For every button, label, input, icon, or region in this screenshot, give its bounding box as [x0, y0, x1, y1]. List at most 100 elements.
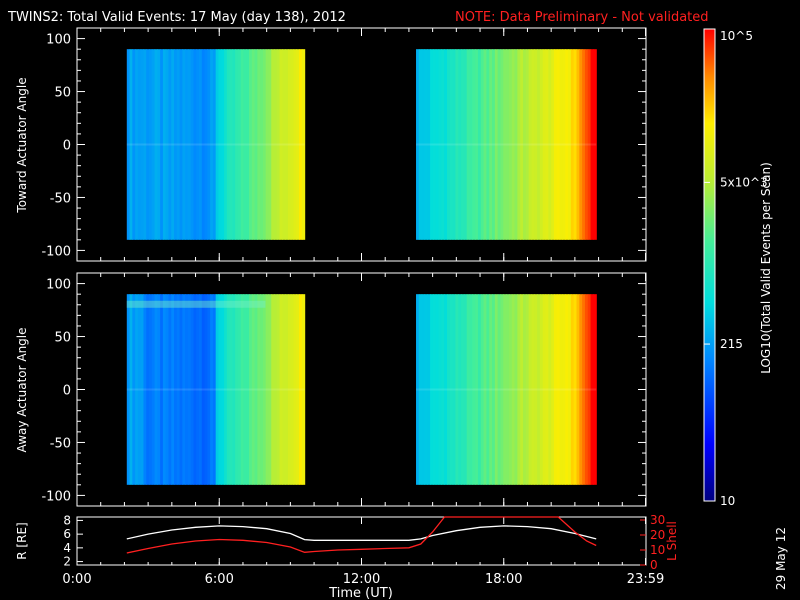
heatmap-stripe [279, 49, 283, 240]
heatmap-stripe [165, 49, 170, 240]
heatmap-stripe [254, 49, 258, 240]
heatmap-stripe [427, 294, 431, 485]
orbit-right-tick-label: 0 [650, 558, 658, 572]
heatmap-stripe [441, 49, 445, 240]
heatmap-stripe [199, 49, 203, 240]
heatmap-stripe [290, 294, 295, 485]
heatmap-stripe [293, 49, 297, 240]
y-tick-label: 0 [63, 139, 71, 154]
heatmap-stripe [418, 294, 423, 485]
heatmap-stripe [579, 294, 583, 485]
heatmap-stripe [548, 49, 552, 240]
heatmap-stripe [500, 294, 504, 485]
heatmap-stripe [556, 294, 561, 485]
heatmap-stripe [285, 49, 289, 240]
heatmap-stripe [190, 49, 195, 240]
heatmap-stripe [279, 294, 283, 485]
heatmap-stripe [215, 49, 220, 240]
heatmap-stripe [542, 49, 547, 240]
orbit-panel-frame [76, 516, 647, 566]
heatmap-stripe [174, 49, 178, 240]
heatmap-stripe [508, 49, 513, 240]
orbit-r-line [126, 525, 597, 541]
heatmap-stripe [126, 294, 131, 485]
heatmap-stripe [260, 294, 264, 485]
heatmap-stripe [243, 294, 247, 485]
heatmap-stripe [246, 49, 250, 240]
heatmap-stripe [424, 294, 428, 485]
heatmap-stripe [472, 294, 476, 485]
heatmap-stripe [193, 49, 197, 240]
heatmap-stripe [463, 294, 468, 485]
heatmap-stripe [221, 294, 225, 485]
heatmap-stripe [204, 294, 208, 485]
heatmap-stripe [293, 294, 297, 485]
heatmap-stripe [301, 49, 306, 240]
heatmap-stripe [424, 49, 428, 240]
heatmap-stripe [508, 294, 513, 485]
heatmap-stripe [497, 49, 502, 240]
colorbar-tick-label: 10 [720, 494, 735, 508]
heatmap-stripe [565, 49, 569, 240]
heatmap-stripe [257, 49, 261, 240]
heatmap-stripe [458, 49, 462, 240]
heatmap-stripe [545, 49, 549, 240]
heatmap-stripe [506, 294, 510, 485]
heatmap-stripe [475, 49, 479, 240]
heatmap-stripe [553, 294, 558, 485]
heatmap-stripe [492, 294, 496, 485]
heatmap-stripe [582, 49, 586, 240]
heatmap-stripe [262, 49, 267, 240]
heatmap-stripe [444, 49, 448, 240]
heatmap-stripe [249, 49, 253, 240]
heatmap-stripe [232, 294, 236, 485]
date-stamp: 29 May 12 [774, 527, 788, 590]
heatmap-stripe [475, 294, 479, 485]
heatmap-stripe [534, 49, 538, 240]
orbit-left-tick-label: 2 [63, 555, 71, 569]
heatmap-stripe [140, 294, 145, 485]
heatmap-stripe [243, 49, 247, 240]
heatmap-stripe [146, 49, 150, 240]
heatmap-stripe [514, 294, 518, 485]
heatmap-stripe [593, 294, 597, 485]
heatmap-stripe [221, 49, 225, 240]
heatmap-stripe [224, 49, 228, 240]
heatmap-zero-band [126, 388, 305, 391]
heatmap-stripe [449, 294, 454, 485]
heatmap-stripe [185, 294, 189, 485]
heatmap-stripe [257, 294, 261, 485]
heatmap-stripe [235, 294, 239, 485]
heatmap-stripe [187, 294, 192, 485]
heatmap-stripe [432, 49, 437, 240]
heatmap-stripe [525, 294, 530, 485]
heatmap-stripe [542, 294, 547, 485]
heatmap-stripe [463, 49, 468, 240]
heatmap-stripe [193, 294, 197, 485]
heatmap-stripe [268, 294, 272, 485]
heatmap-stripe [226, 294, 231, 485]
heatmap-stripe [171, 294, 175, 485]
away-axes: 100 50 0 -50 -100 [41, 272, 647, 507]
x-axis-label: Time (UT) [328, 586, 393, 600]
x-tick-label: 12:00 [343, 572, 380, 587]
heatmap-stripe [299, 49, 303, 240]
colorbar-tick-label: 215 [720, 337, 743, 351]
x-tick-label: 0:00 [62, 572, 91, 587]
heatmap-stripe [435, 294, 440, 485]
heatmap-stripe [299, 294, 303, 485]
heatmap-stripe [587, 49, 592, 240]
heatmap-stripe [146, 294, 150, 485]
heatmap-stripe [486, 49, 490, 240]
colorbar-ticks: 10 215 5x10^3 10^5 [704, 28, 768, 508]
heatmap-stripe [418, 49, 423, 240]
heatmap-stripe [568, 294, 572, 485]
heatmap-stripe [528, 49, 533, 240]
heatmap-stripe [129, 294, 133, 485]
heatmap-stripe [290, 49, 295, 240]
heatmap-stripe [469, 49, 473, 240]
heatmap-stripe [551, 294, 555, 485]
heatmap-stripe [486, 294, 490, 485]
heatmap-stripe [503, 49, 507, 240]
heatmap-stripe [483, 294, 488, 485]
